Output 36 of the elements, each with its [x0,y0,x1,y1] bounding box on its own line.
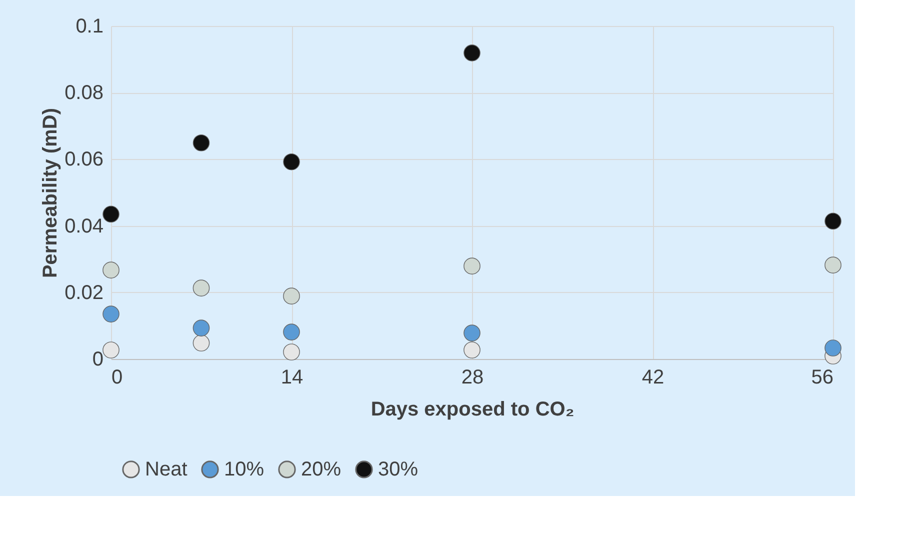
x-tick-label: 28 [461,366,484,388]
point [102,342,120,358]
y-tick-label: 0.04 [64,215,104,238]
point [283,288,300,304]
legend-label: Neat [145,458,188,480]
point [283,324,300,340]
point [102,262,120,278]
y-axis-title: Permeability (mD) [40,108,62,278]
y-tick-label: 0.02 [64,282,104,304]
legend-label: 30% [378,458,418,480]
point [464,342,480,358]
y-tick-label: 0.08 [64,82,104,104]
point [464,324,480,342]
x-tick-label: 56 [811,366,834,388]
legend-label: 20% [301,458,342,480]
point [192,320,210,336]
point [192,334,210,352]
point [824,256,842,274]
y-tick-label: 0.1 [76,16,104,38]
point [102,306,120,322]
legend-label: 10% [224,458,264,480]
point [464,258,480,274]
x-tick-label: 42 [642,366,664,388]
x-tick-label: 0 [112,366,123,388]
x-axis-title: Days exposed to CO₂ [370,398,574,420]
y-tick-label: 0.06 [64,148,104,171]
point [192,280,210,296]
point [283,153,300,170]
point [283,344,300,360]
point [102,206,120,223]
point [464,44,480,62]
x-tick-label: 14 [280,366,304,388]
y-tick-label: 0 [92,348,104,370]
point [824,212,842,230]
point [824,340,842,356]
point [192,134,210,152]
